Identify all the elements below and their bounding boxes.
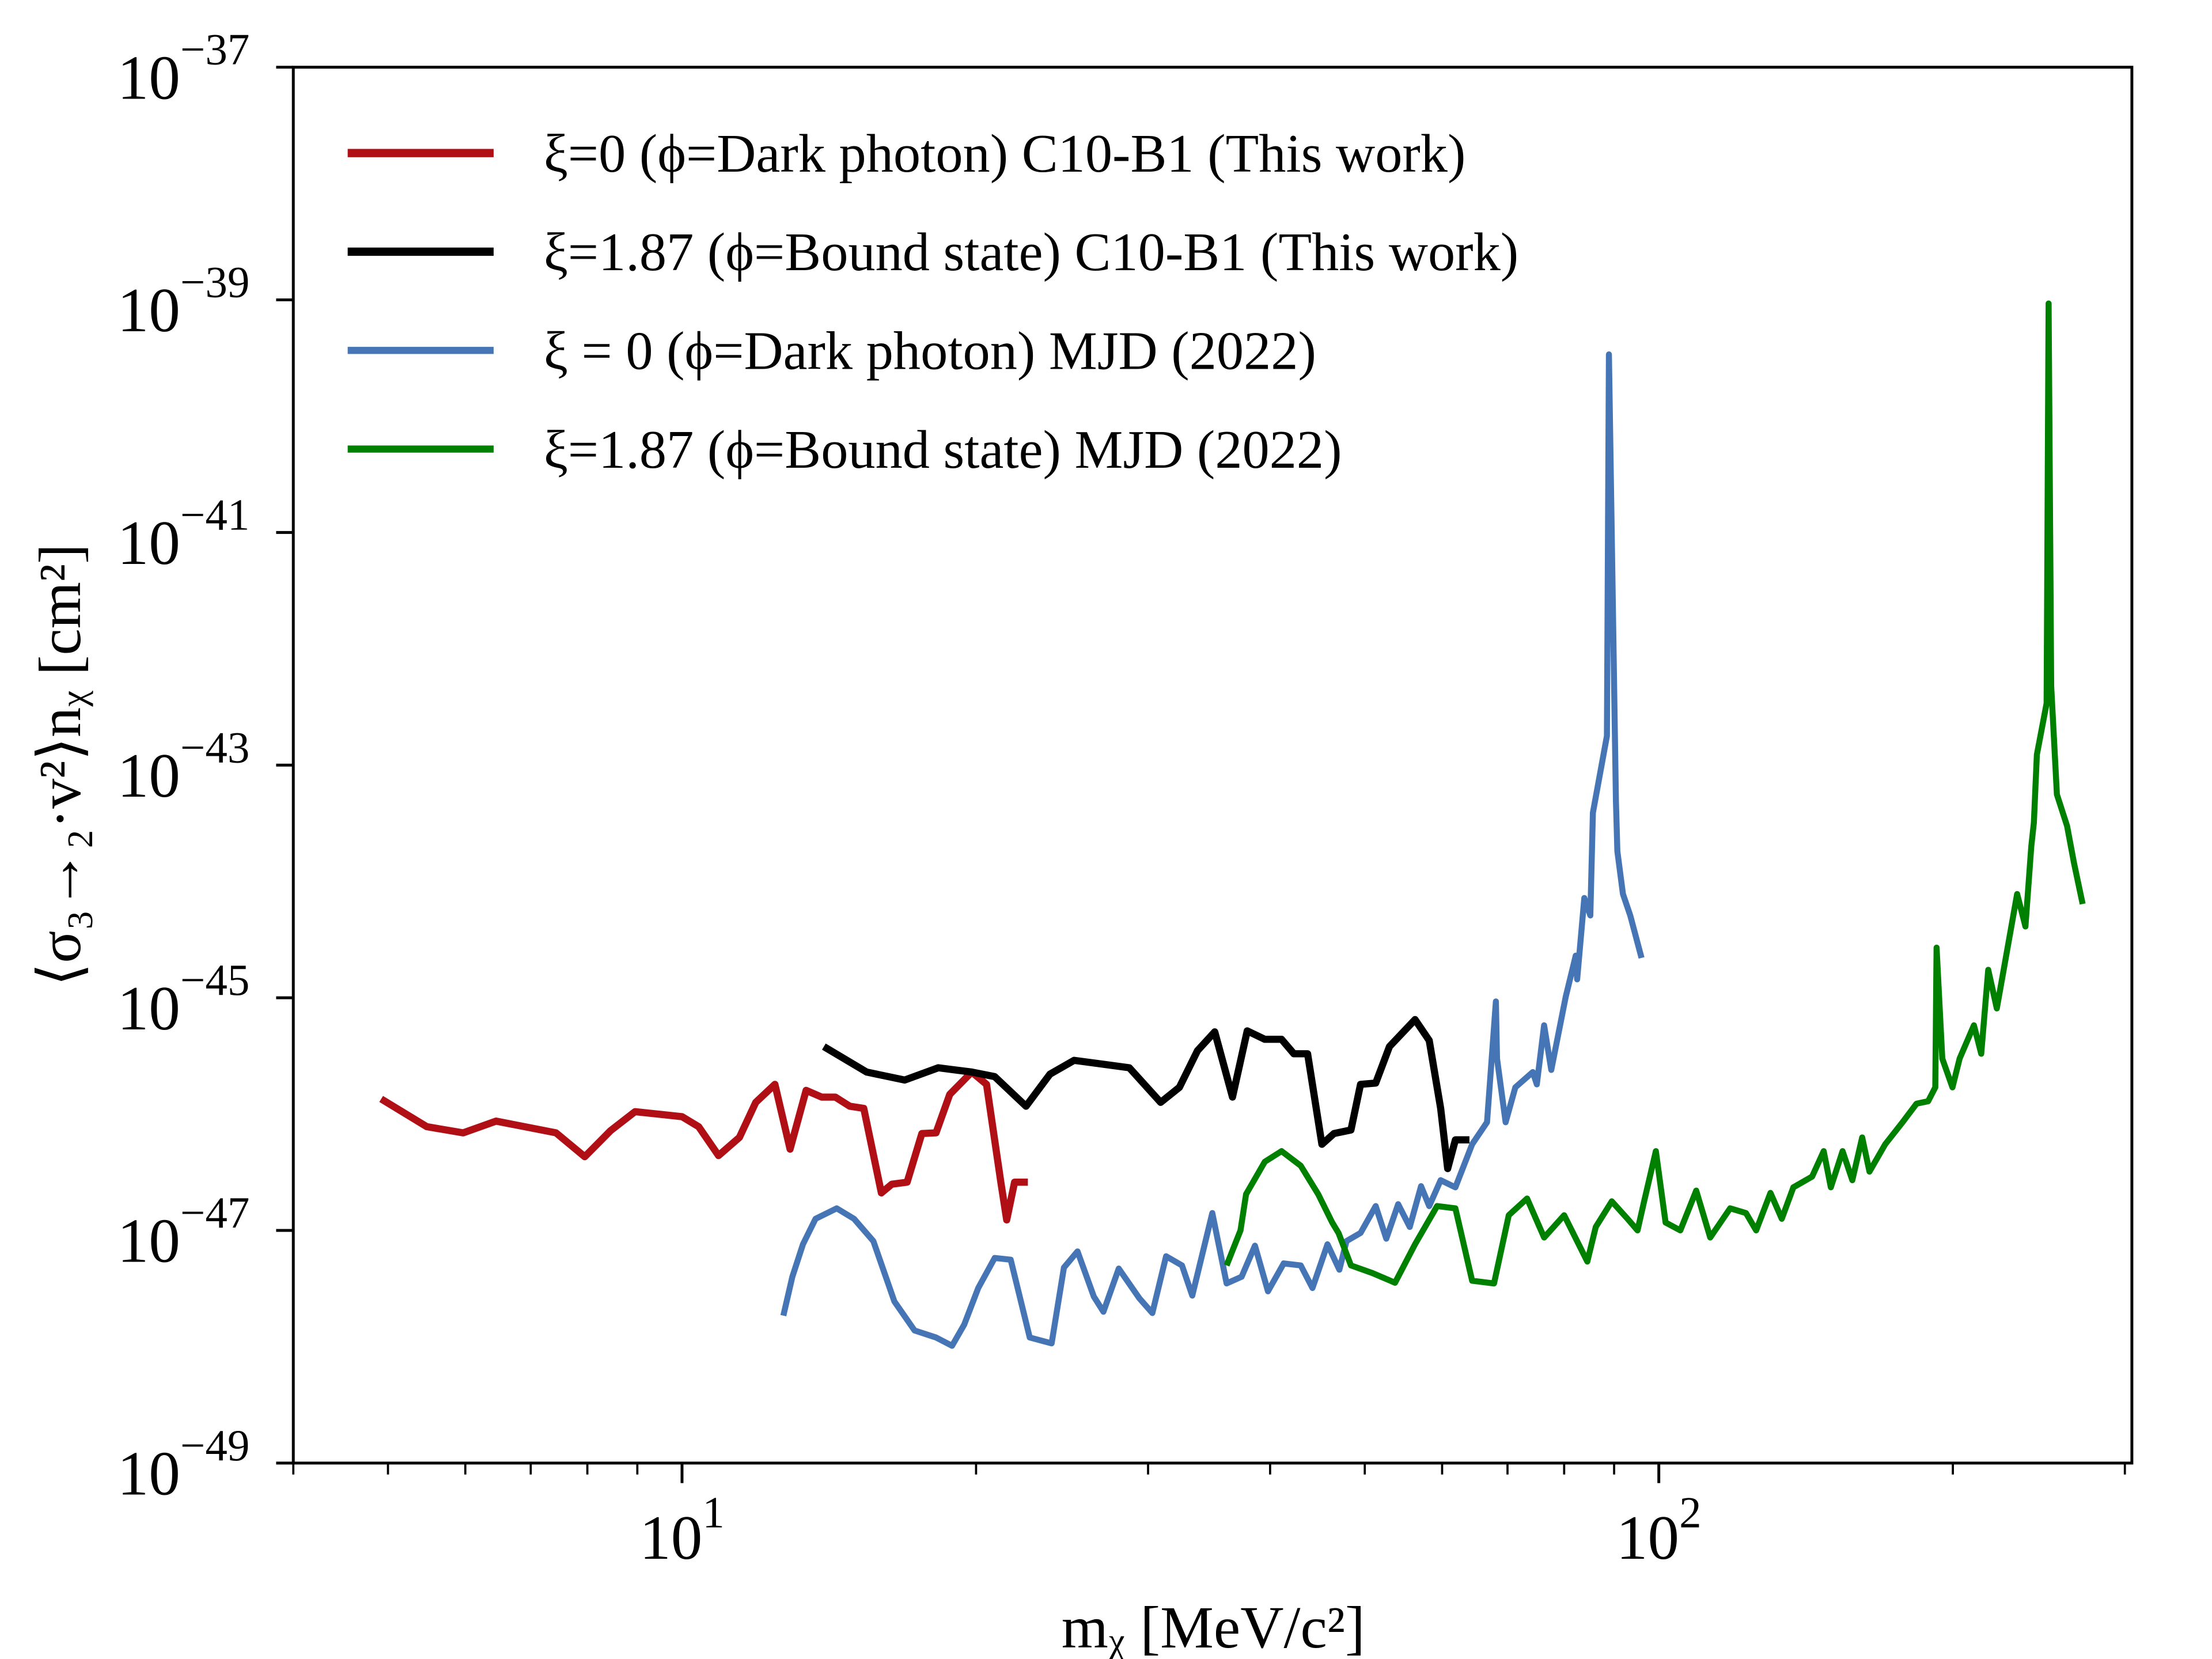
x-tick-label: 101 — [639, 1488, 725, 1573]
y-tick-label: 10−45 — [118, 955, 250, 1043]
y-tick-label: 10−47 — [118, 1188, 250, 1276]
legend-label-0: ξ=0 (ϕ=Dark photon) C10-B1 (This work) — [544, 124, 1466, 184]
tick-layer: 101 102 10−37 10−39 10−41 10−43 10−45 10−47 10−4… — [118, 25, 2126, 1573]
series-line-3 — [1224, 300, 2086, 1287]
legend-label-1: ξ=1.87 (ϕ=Bound state) C10-B1 (This work… — [544, 222, 1518, 282]
y-tick-label: 10−39 — [118, 257, 250, 346]
x-axis-label: mᵪ [MeV/c²] — [1062, 1594, 1365, 1659]
legend-label-2: ξ = 0 (ϕ=Dark photon) MJD (2022) — [544, 321, 1316, 381]
series-line-2 — [780, 351, 1645, 1349]
legend-label-3: ξ=1.87 (ϕ=Bound state) MJD (2022) — [544, 420, 1342, 480]
x-tick-label: 102 — [1616, 1488, 1702, 1573]
y-axis-label: ⟨σ₃→₂·v²⟩nᵪ [cm²] — [26, 544, 93, 986]
y-tick-label: 10−37 — [118, 25, 250, 113]
series-line-0 — [379, 1068, 1028, 1224]
series-layer — [379, 300, 2086, 1349]
y-tick-label: 10−41 — [118, 490, 250, 578]
series-line-1 — [822, 1016, 1469, 1172]
legend: ξ=0 (ϕ=Dark photon) C10-B1 (This work) ξ=… — [347, 124, 1518, 480]
y-tick-label: 10−49 — [118, 1421, 250, 1509]
y-tick-label: 10−43 — [118, 722, 250, 810]
